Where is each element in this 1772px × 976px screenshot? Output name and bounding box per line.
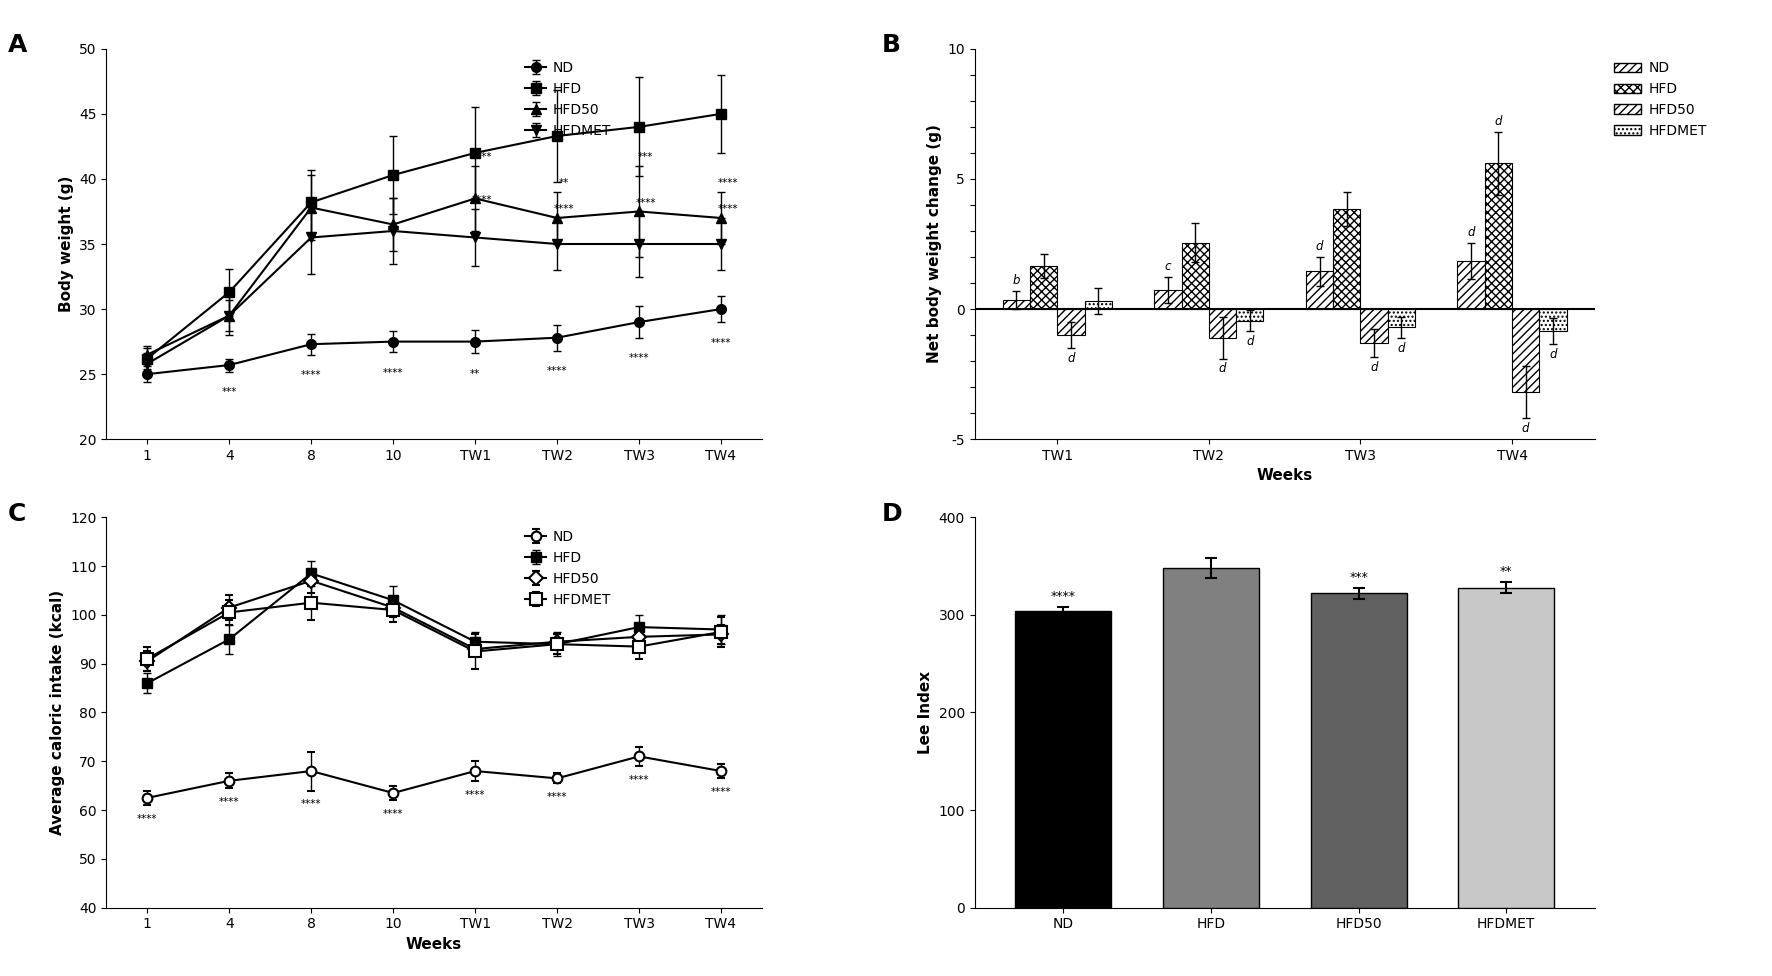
X-axis label: Weeks: Weeks (1256, 468, 1313, 483)
Text: ****: **** (471, 195, 493, 205)
Bar (1058, 309, 1084, 335)
Text: **: ** (470, 369, 480, 379)
Text: **: ** (558, 178, 569, 188)
Text: ****: **** (383, 809, 404, 819)
Text: d: d (1398, 342, 1405, 354)
Text: **: ** (1499, 565, 1513, 578)
Text: A: A (7, 33, 27, 58)
Bar (1015, 611, 1111, 908)
Bar (1458, 261, 1485, 309)
Text: d: d (1317, 240, 1324, 253)
Text: ****: **** (548, 792, 567, 802)
Bar (1154, 290, 1182, 309)
Text: ****: **** (718, 178, 737, 188)
Text: ****: **** (548, 366, 567, 377)
Y-axis label: Body weight (g): Body weight (g) (58, 176, 74, 312)
Bar (1361, 309, 1387, 343)
Bar (1084, 302, 1111, 309)
Bar (1209, 309, 1237, 338)
Text: ****: **** (464, 790, 486, 799)
Text: ****: **** (636, 197, 656, 208)
Text: d: d (1219, 362, 1226, 376)
X-axis label: Weeks: Weeks (406, 937, 462, 952)
Bar (1162, 568, 1258, 908)
Text: d: d (1549, 348, 1558, 361)
Bar (1182, 243, 1209, 309)
Text: d: d (1467, 225, 1474, 239)
Text: ****: **** (301, 799, 321, 809)
Text: ****: **** (629, 353, 649, 363)
Text: ****: **** (553, 204, 574, 214)
Y-axis label: Lee Index: Lee Index (918, 671, 932, 754)
Bar (1540, 309, 1566, 331)
Bar (1333, 209, 1361, 309)
Legend: ND, HFD, HFD50, HFDMET: ND, HFD, HFD50, HFDMET (519, 56, 617, 143)
Bar (1485, 163, 1512, 309)
Text: D: D (882, 502, 902, 526)
Legend: ND, HFD, HFD50, HFDMET: ND, HFD, HFD50, HFDMET (519, 524, 617, 612)
Bar (1237, 309, 1263, 321)
Bar (1458, 588, 1554, 908)
Bar (1030, 266, 1058, 309)
Text: c: c (1164, 260, 1171, 272)
Text: ***: *** (222, 387, 237, 397)
Text: ****: **** (301, 370, 321, 381)
Text: ****: **** (629, 775, 649, 785)
Text: ***: *** (1348, 571, 1368, 584)
Y-axis label: Average caloric intake (kcal): Average caloric intake (kcal) (50, 590, 64, 835)
Bar (1306, 271, 1333, 309)
Text: d: d (1067, 352, 1076, 365)
Y-axis label: Net body weight change (g): Net body weight change (g) (927, 125, 941, 363)
Text: C: C (7, 502, 27, 526)
Bar (1311, 593, 1407, 908)
Text: ****: **** (136, 814, 158, 824)
Text: ****: **** (711, 338, 732, 347)
Text: d: d (1494, 115, 1503, 128)
Text: d: d (1370, 361, 1379, 374)
Text: d: d (1246, 335, 1253, 348)
Text: ****: **** (711, 787, 732, 797)
Text: ****: **** (1051, 590, 1076, 603)
Text: b: b (1012, 274, 1021, 287)
Bar (1512, 309, 1540, 392)
Text: ***: *** (638, 152, 654, 162)
Text: B: B (882, 33, 900, 58)
Text: ****: **** (718, 204, 737, 214)
Text: ****: **** (471, 152, 493, 162)
Bar (1387, 309, 1416, 327)
Bar (1003, 300, 1030, 309)
Text: ****: **** (220, 796, 239, 807)
Text: ****: **** (383, 368, 404, 378)
Text: d: d (1522, 423, 1529, 435)
Legend: ND, HFD, HFD50, HFDMET: ND, HFD, HFD50, HFDMET (1607, 56, 1712, 143)
